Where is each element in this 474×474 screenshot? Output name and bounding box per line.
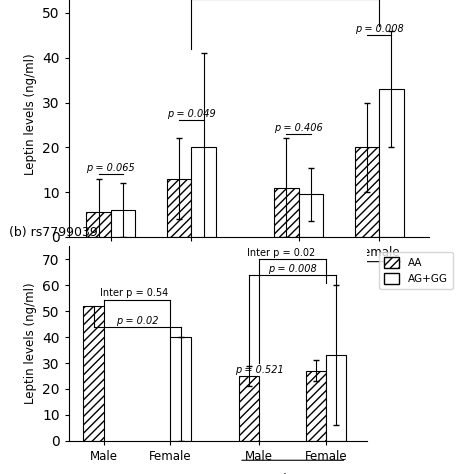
Text: p = 0.406: p = 0.406 bbox=[274, 123, 323, 133]
Text: (b) rs7799039: (b) rs7799039 bbox=[9, 227, 98, 239]
Bar bbox=[170, 337, 191, 441]
Text: Obese: Obese bbox=[320, 278, 357, 291]
Bar bbox=[299, 194, 323, 237]
Legend: AA, AG+GG: AA, AG+GG bbox=[379, 252, 453, 289]
Text: p = 0.02: p = 0.02 bbox=[116, 316, 158, 326]
Bar bbox=[326, 356, 346, 441]
Bar bbox=[111, 210, 136, 237]
Text: p = 0.049: p = 0.049 bbox=[167, 109, 216, 119]
Text: p = 0.008: p = 0.008 bbox=[355, 24, 403, 34]
Bar bbox=[379, 89, 404, 237]
Text: p = 0.008: p = 0.008 bbox=[268, 264, 317, 273]
Bar bbox=[355, 147, 379, 237]
Text: Obese: Obese bbox=[274, 473, 311, 474]
Bar bbox=[274, 188, 299, 237]
Text: p = 0.521: p = 0.521 bbox=[235, 365, 284, 375]
Bar bbox=[191, 147, 216, 237]
Text: Inter p = 0.02: Inter p = 0.02 bbox=[246, 248, 315, 258]
Bar bbox=[306, 371, 326, 441]
Y-axis label: Leptin levels (ng/ml): Leptin levels (ng/ml) bbox=[24, 53, 36, 174]
Text: Inter p = 0.54: Inter p = 0.54 bbox=[100, 288, 169, 298]
Y-axis label: Leptin levels (ng/ml): Leptin levels (ng/ml) bbox=[24, 283, 36, 404]
Bar bbox=[86, 212, 111, 237]
Text: p = 0.065: p = 0.065 bbox=[87, 163, 135, 173]
Bar bbox=[167, 179, 191, 237]
Bar bbox=[83, 306, 104, 441]
Bar bbox=[239, 376, 259, 441]
